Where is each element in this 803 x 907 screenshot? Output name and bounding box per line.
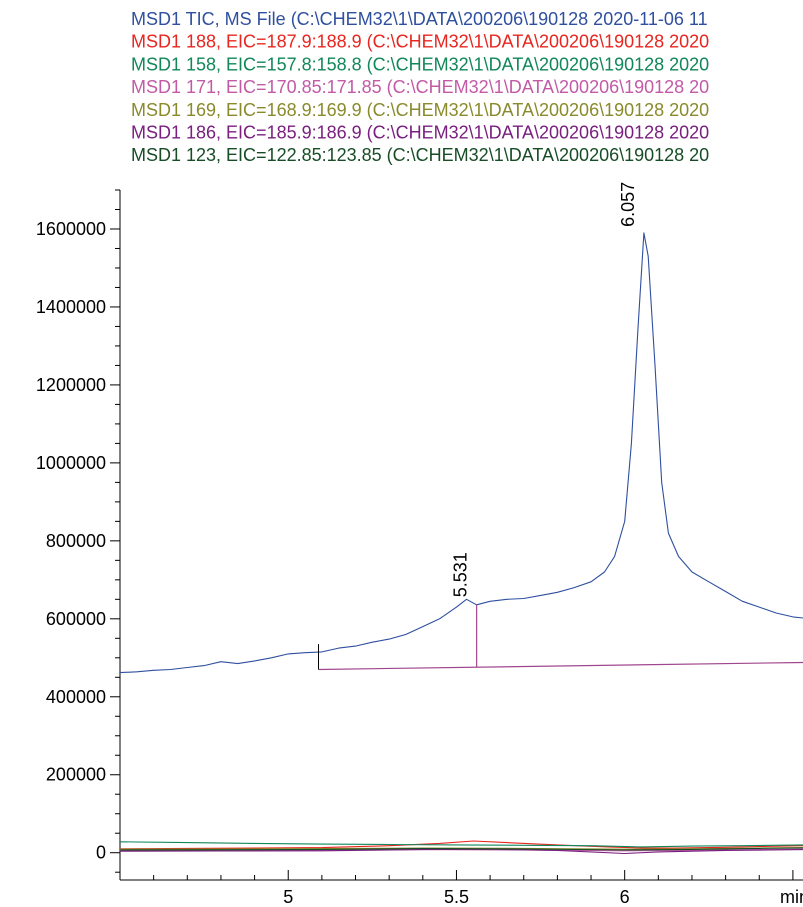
legend-entry: MSD1 171, EIC=170.85:171.85 (C:\CHEM32\1… <box>131 77 709 97</box>
legend: MSD1 TIC, MS File (C:\CHEM32\1\DATA\2002… <box>131 9 709 165</box>
series-line <box>120 848 803 855</box>
y-tick-label: 200000 <box>46 765 106 785</box>
legend-entry: MSD1 158, EIC=157.8:158.8 (C:\CHEM32\1\D… <box>131 54 709 74</box>
legend-entry: MSD1 TIC, MS File (C:\CHEM32\1\DATA\2002… <box>131 9 708 29</box>
y-axis-ticks: 0 200000 400000 600000 800000 1000000 1200000 1… <box>36 189 120 873</box>
baseline-line <box>318 661 803 671</box>
axes <box>119 190 803 881</box>
integration-baseline <box>318 604 803 671</box>
series-line <box>120 841 803 848</box>
x-tick-label: 5 <box>283 887 293 907</box>
y-tick-label: 800000 <box>46 531 106 551</box>
series-line <box>120 232 803 674</box>
legend-entry: MSD1 188, EIC=187.9:188.9 (C:\CHEM32\1\D… <box>131 32 709 52</box>
y-tick-label: 1400000 <box>36 297 106 317</box>
legend-entry: MSD1 123, EIC=122.85:123.85 (C:\CHEM32\1… <box>131 145 709 165</box>
y-tick-label: 1200000 <box>36 375 106 395</box>
series-line <box>120 840 803 850</box>
peak-label: 6.057 <box>618 182 638 227</box>
y-tick-label: 1000000 <box>36 453 106 473</box>
y-tick-label: 1600000 <box>36 219 106 239</box>
y-tick-label: 0 <box>96 843 106 863</box>
peak-labels: 5.531 6.057 <box>451 182 638 597</box>
y-tick-label: 400000 <box>46 687 106 707</box>
y-tick-label: 600000 <box>46 609 106 629</box>
x-tick-label: 5.5 <box>444 887 469 907</box>
x-axis-label: min <box>780 887 803 907</box>
legend-entry: MSD1 169, EIC=168.9:169.9 (C:\CHEM32\1\D… <box>131 100 709 120</box>
x-tick-label: 6 <box>620 887 630 907</box>
series-lines <box>120 232 803 855</box>
peak-label: 5.531 <box>451 552 471 597</box>
series-line <box>120 847 803 851</box>
x-axis-ticks: 5 5.5 6 <box>153 870 794 907</box>
legend-entry: MSD1 186, EIC=185.9:186.9 (C:\CHEM32\1\D… <box>131 123 709 143</box>
